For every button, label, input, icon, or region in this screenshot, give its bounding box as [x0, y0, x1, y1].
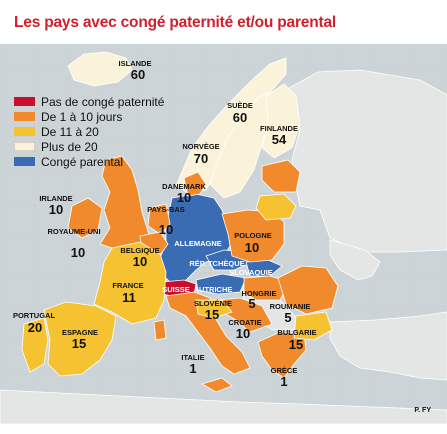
label-autriche-name: AUTRICHE — [194, 285, 233, 294]
label-finlande-name: FINLANDE — [260, 124, 298, 133]
legend-item-11-to-20: De 11 à 20 — [14, 124, 164, 139]
label-allemagne-name: ALLEMAGNE — [174, 239, 222, 248]
legend-label: Plus de 20 — [41, 139, 98, 154]
legend-label: Congé parental — [41, 154, 124, 169]
label-pologne-value: 10 — [245, 240, 259, 255]
label-rep-tcheque-name: RÉP. TCHÈQUE — [189, 259, 244, 268]
label-roumanie-name: ROUMANIE — [270, 302, 311, 311]
label-islande-value: 60 — [131, 67, 145, 82]
legend: Pas de congé paternité De 1 à 10 jours D… — [14, 94, 164, 169]
label-pays-bas-name: PAYS-BAS — [147, 205, 185, 214]
country-labels: ISLANDE 60 SUÈDE 60 FINLANDE 54 NORVÈGE … — [13, 59, 317, 389]
label-slovenie-value: 15 — [205, 307, 219, 322]
credit: P. FY — [414, 407, 431, 414]
label-slovaquie-name: SLOVAQUIE — [229, 268, 273, 277]
label-slovenie-name: SLOVÉNIE — [194, 299, 232, 308]
label-suede-value: 60 — [233, 110, 247, 125]
label-espagne-name: ESPAGNE — [62, 328, 98, 337]
label-bulgarie-value: 15 — [289, 337, 303, 352]
parental-leave-countries — [159, 193, 283, 295]
label-finlande-value: 54 — [272, 132, 287, 147]
legend-swatch — [14, 127, 35, 136]
label-suisse-name: SUISSE — [162, 285, 190, 294]
11-to-20-day-countries — [21, 193, 333, 377]
1-to-10-day-countries — [67, 155, 339, 393]
legend-label: De 1 à 10 jours — [41, 109, 123, 124]
land-turkey — [329, 311, 447, 381]
legend-item-over-20: Plus de 20 — [14, 139, 164, 154]
legend-swatch — [14, 157, 35, 166]
legend-label: De 11 à 20 — [41, 124, 99, 139]
region-estonie-lettonie — [261, 159, 301, 193]
region-grece — [257, 331, 307, 379]
region-sicile — [200, 377, 233, 393]
region-lituanie — [255, 193, 297, 221]
region-espagne — [43, 301, 117, 377]
label-islande-name: ISLANDE — [119, 59, 152, 68]
label-bulgarie-name: BULGARIE — [277, 328, 316, 337]
over-20-countries — [67, 51, 301, 199]
label-irlande-name: IRLANDE — [39, 194, 72, 203]
region-danemark — [183, 171, 207, 197]
label-suede-name: SUÈDE — [227, 101, 253, 110]
label-belgique-name: BELGIQUE — [120, 246, 159, 255]
region-slovenie — [195, 299, 233, 319]
legend-label: Pas de congé paternité — [41, 94, 165, 109]
map-title: Les pays avec congé paternité et/ou pare… — [14, 14, 336, 31]
label-portugal-name: PORTUGAL — [13, 311, 56, 320]
region-irlande — [67, 197, 103, 239]
region-hongrie — [243, 275, 291, 301]
legend-item-1-to-10: De 1 à 10 jours — [14, 109, 164, 124]
region-france — [93, 241, 167, 325]
label-france-value: 11 — [122, 290, 136, 305]
label-grece-name: GRÈCE — [271, 366, 298, 375]
label-hongrie-value: 5 — [248, 296, 255, 311]
legend-item-no-leave: Pas de congé paternité — [14, 94, 164, 109]
label-norvege-name: NORVÈGE — [182, 142, 219, 151]
region-pays-bas — [147, 203, 171, 235]
legend-swatch — [14, 112, 35, 121]
title-bar: Les pays avec congé paternité et/ou pare… — [0, 0, 447, 44]
label-royaume-uni-value: 10 — [71, 245, 85, 260]
label-irlande-value: 10 — [49, 202, 63, 217]
label-pologne-name: POLOGNE — [234, 231, 272, 240]
label-croatie-value: 10 — [236, 326, 250, 341]
label-danemark-value: 10 — [177, 190, 191, 205]
europe-map: ISLANDE 60 SUÈDE 60 FINLANDE 54 NORVÈGE … — [0, 44, 447, 424]
label-croatie-name: CROATIE — [228, 318, 261, 327]
label-italie-value: 1 — [189, 361, 196, 376]
label-italie-name: ITALIE — [181, 353, 204, 362]
label-belgique-value: 10 — [133, 254, 147, 269]
region-portugal — [21, 317, 49, 373]
region-bulgarie — [293, 311, 333, 341]
region-autriche — [195, 273, 247, 295]
legend-swatch — [14, 142, 35, 151]
label-espagne-value: 15 — [72, 336, 86, 351]
region-islande — [67, 51, 133, 87]
region-roumanie — [277, 265, 339, 315]
legend-item-parental: Congé parental — [14, 154, 164, 169]
label-roumanie-value: 5 — [284, 310, 291, 325]
label-grece-value: 1 — [280, 374, 287, 389]
label-norvege-value: 70 — [194, 151, 208, 166]
label-royaume-uni-name: ROYAUME-UNI — [47, 227, 100, 236]
land-north-africa — [0, 389, 447, 424]
label-pays-bas-value: 10 — [159, 222, 173, 237]
label-france-name: FRANCE — [112, 281, 143, 290]
region-finlande — [261, 83, 301, 159]
land-moldova-area — [329, 239, 381, 281]
region-sardaigne — [153, 319, 167, 341]
label-hongrie-name: HONGRIE — [241, 289, 276, 298]
label-portugal-value: 20 — [28, 320, 42, 335]
legend-swatch — [14, 97, 35, 106]
label-danemark-name: DANEMARK — [162, 182, 206, 191]
